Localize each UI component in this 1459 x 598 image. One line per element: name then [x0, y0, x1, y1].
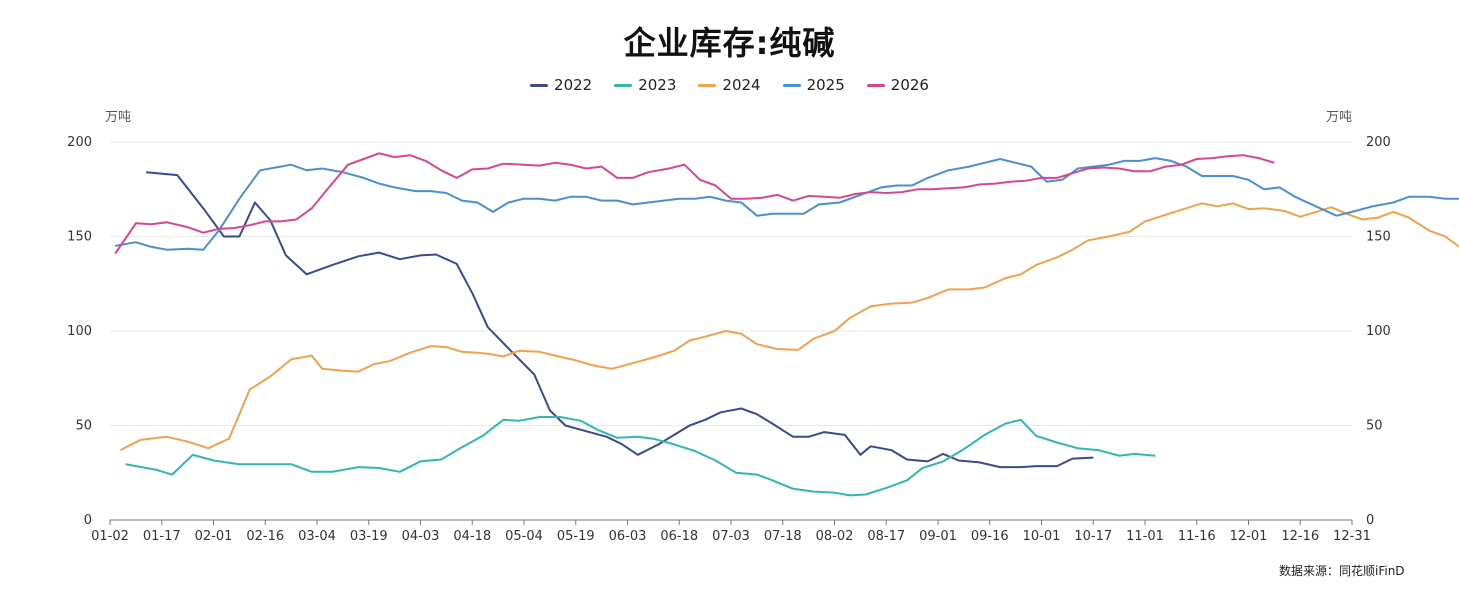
y-tick-left-50: 50 — [75, 419, 92, 434]
legend-item-2026[interactable]: 2026 — [866, 76, 929, 94]
legend-swatch-2024 — [698, 83, 717, 87]
legend-label-2022: 2022 — [554, 76, 593, 94]
x-tick-06-18: 06-18 — [660, 529, 698, 544]
x-tick-05-04: 05-04 — [505, 529, 543, 544]
legend: 2022 2023 2024 2025 2026 — [0, 76, 1459, 94]
x-tick-11-16: 11-16 — [1178, 529, 1216, 544]
x-tick-12-16: 12-16 — [1281, 529, 1319, 544]
x-tick-07-18: 07-18 — [764, 529, 802, 544]
y-unit-right: 万吨 — [1326, 110, 1353, 125]
y-tick-right-50: 50 — [1366, 419, 1383, 434]
legend-swatch-2025 — [782, 83, 801, 87]
legend-label-2026: 2026 — [890, 76, 929, 94]
legend-swatch-2026 — [866, 83, 885, 87]
y-tick-right-0: 0 — [1366, 513, 1374, 528]
x-tick-04-18: 04-18 — [453, 529, 491, 544]
x-tick-09-16: 09-16 — [971, 529, 1009, 544]
x-tick-02-16: 02-16 — [246, 529, 284, 544]
series-line-2023 — [125, 416, 1156, 497]
legend-swatch-2023 — [614, 83, 633, 87]
legend-item-2023[interactable]: 2023 — [614, 76, 676, 94]
x-tick-05-19: 05-19 — [557, 529, 595, 544]
x-tick-03-19: 03-19 — [350, 529, 388, 544]
legend-label-2023: 2023 — [638, 76, 677, 94]
legend-item-2022[interactable]: 2022 — [530, 76, 592, 94]
series-line-2026 — [114, 152, 1275, 255]
legend-label-2024: 2024 — [722, 76, 761, 94]
x-tick-08-02: 08-02 — [816, 529, 854, 544]
x-tick-10-01: 10-01 — [1023, 529, 1061, 544]
y-tick-left-0: 0 — [84, 513, 92, 528]
y-tick-right-100: 100 — [1366, 324, 1391, 339]
y-tick-left-100: 100 — [67, 324, 92, 339]
y-tick-right-200: 200 — [1366, 135, 1391, 150]
x-tick-01-02: 01-02 — [91, 529, 129, 544]
y-tick-right-150: 150 — [1366, 230, 1391, 245]
x-tick-06-03: 06-03 — [609, 529, 647, 544]
series-line-2022 — [146, 171, 1094, 469]
y-unit-left: 万吨 — [105, 110, 132, 125]
legend-item-2025[interactable]: 2025 — [782, 76, 845, 94]
legend-label-2025: 2025 — [806, 76, 845, 94]
x-tick-02-01: 02-01 — [195, 529, 233, 544]
x-tick-12-31: 12-31 — [1333, 529, 1371, 544]
x-tick-10-17: 10-17 — [1074, 529, 1112, 544]
chart-title: 企业库存:纯碱 — [623, 24, 836, 62]
data-source: 数据来源：同花顺iFinD — [1279, 564, 1405, 578]
y-tick-left-200: 200 — [67, 135, 92, 150]
y-tick-left-150: 150 — [67, 230, 92, 245]
series-line-2024 — [119, 202, 1459, 451]
x-tick-01-17: 01-17 — [143, 529, 181, 544]
x-tick-07-03: 07-03 — [712, 529, 750, 544]
x-tick-04-03: 04-03 — [402, 529, 440, 544]
x-tick-08-17: 08-17 — [867, 529, 905, 544]
x-tick-09-01: 09-01 — [919, 529, 957, 544]
legend-swatch-2022 — [530, 83, 549, 87]
x-tick-03-04: 03-04 — [298, 529, 336, 544]
series-line-2025 — [115, 157, 1459, 251]
x-tick-12-01: 12-01 — [1230, 529, 1268, 544]
x-tick-11-01: 11-01 — [1126, 529, 1164, 544]
legend-item-2024[interactable]: 2024 — [698, 76, 761, 94]
